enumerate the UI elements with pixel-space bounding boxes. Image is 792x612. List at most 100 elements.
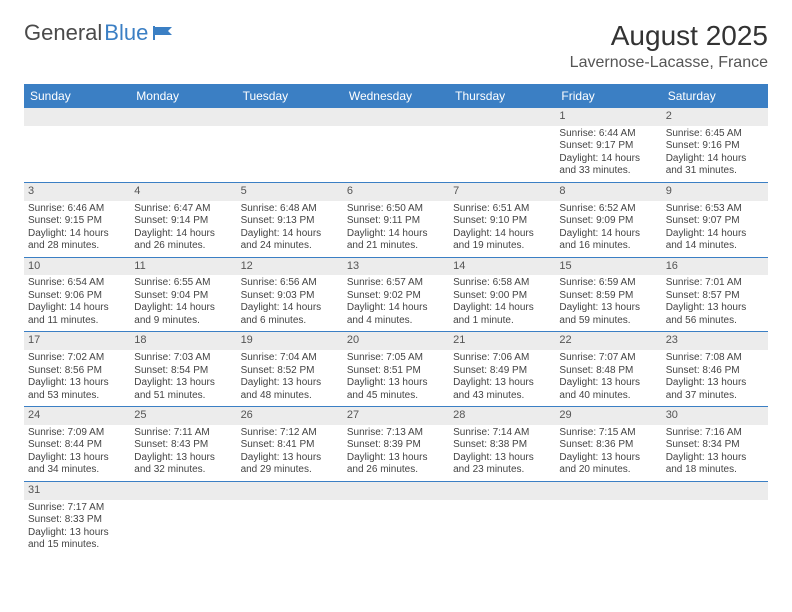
- day-number: 17: [24, 332, 130, 350]
- header: GeneralBlue August 2025 Lavernose-Lacass…: [24, 20, 768, 72]
- day-number: 21: [449, 332, 555, 350]
- calendar-day-empty: [449, 108, 555, 182]
- calendar-row: 1Sunrise: 6:44 AMSunset: 9:17 PMDaylight…: [24, 108, 768, 182]
- day-info: Sunrise: 7:06 AMSunset: 8:49 PMDaylight:…: [453, 352, 551, 402]
- calendar-day-empty: [555, 481, 661, 555]
- day-number: 23: [662, 332, 768, 350]
- calendar-day: 20 Sunrise: 7:05 AMSunset: 8:51 PMDayligh…: [343, 332, 449, 407]
- day-number: 1: [555, 108, 661, 126]
- calendar-day-empty: [24, 108, 130, 182]
- logo: GeneralBlue: [24, 20, 174, 46]
- day-number: 30: [662, 407, 768, 425]
- day-info: Sunrise: 6:50 AMSunset: 9:11 PMDaylight:…: [347, 203, 445, 253]
- day-info: Sunrise: 7:17 AMSunset: 8:33 PMDaylight:…: [28, 502, 126, 552]
- calendar-day: 8 Sunrise: 6:52 AMSunset: 9:09 PMDaylight…: [555, 182, 661, 257]
- logo-flag-icon: [152, 25, 174, 41]
- day-info: Sunrise: 6:56 AMSunset: 9:03 PMDaylight:…: [241, 277, 339, 327]
- day-number: 22: [555, 332, 661, 350]
- day-number: 24: [24, 407, 130, 425]
- col-header: Friday: [555, 84, 661, 108]
- day-number: 29: [555, 407, 661, 425]
- calendar-day: 27Sunrise: 7:13 AMSunset: 8:39 PMDayligh…: [343, 407, 449, 482]
- day-info: Sunrise: 6:54 AMSunset: 9:06 PMDaylight:…: [28, 277, 126, 327]
- day-info: Sunrise: 6:52 AMSunset: 9:09 PMDaylight:…: [559, 203, 657, 253]
- calendar-day: 31 Sunrise: 7:17 AMSunset: 8:33 PMDayligh…: [24, 481, 130, 555]
- calendar-day: 11Sunrise: 6:55 AMSunset: 9:04 PMDayligh…: [130, 257, 236, 332]
- day-number: 19: [237, 332, 343, 350]
- col-header: Sunday: [24, 84, 130, 108]
- calendar-day-empty: [237, 108, 343, 182]
- day-info: Sunrise: 7:09 AMSunset: 8:44 PMDaylight:…: [28, 427, 126, 477]
- title-block: August 2025 Lavernose-Lacasse, France: [570, 20, 768, 72]
- day-number: 15: [555, 258, 661, 276]
- day-info: Sunrise: 6:51 AMSunset: 9:10 PMDaylight:…: [453, 203, 551, 253]
- day-number: 8: [555, 183, 661, 201]
- col-header: Tuesday: [237, 84, 343, 108]
- calendar-day: 22 Sunrise: 7:07 AMSunset: 8:48 PMDayligh…: [555, 332, 661, 407]
- month-title: August 2025: [570, 20, 768, 52]
- col-header: Wednesday: [343, 84, 449, 108]
- calendar-day: 18Sunrise: 7:03 AMSunset: 8:54 PMDayligh…: [130, 332, 236, 407]
- day-number: 3: [24, 183, 130, 201]
- calendar-row: 24 Sunrise: 7:09 AMSunset: 8:44 PMDayligh…: [24, 407, 768, 482]
- day-number: 7: [449, 183, 555, 201]
- calendar-day: 17Sunrise: 7:02 AMSunset: 8:56 PMDayligh…: [24, 332, 130, 407]
- day-info: Sunrise: 7:08 AMSunset: 8:46 PMDaylight:…: [666, 352, 764, 402]
- calendar-day-empty: [662, 481, 768, 555]
- day-number: 28: [449, 407, 555, 425]
- col-header: Thursday: [449, 84, 555, 108]
- calendar-day: 5Sunrise: 6:48 AMSunset: 9:13 PMDaylight…: [237, 182, 343, 257]
- calendar-day: 1Sunrise: 6:44 AMSunset: 9:17 PMDaylight…: [555, 108, 661, 182]
- day-info: Sunrise: 7:15 AMSunset: 8:36 PMDaylight:…: [559, 427, 657, 477]
- calendar-row: 3 Sunrise: 6:46 AMSunset: 9:15 PMDaylight…: [24, 182, 768, 257]
- calendar-day: 4Sunrise: 6:47 AMSunset: 9:14 PMDaylight…: [130, 182, 236, 257]
- day-number: 6: [343, 183, 449, 201]
- calendar-day-empty: [449, 481, 555, 555]
- day-info: Sunrise: 7:07 AMSunset: 8:48 PMDaylight:…: [559, 352, 657, 402]
- calendar-day: 21 Sunrise: 7:06 AMSunset: 8:49 PMDayligh…: [449, 332, 555, 407]
- day-number: 31: [24, 482, 130, 500]
- calendar-day: 14Sunrise: 6:58 AMSunset: 9:00 PMDayligh…: [449, 257, 555, 332]
- calendar-table: SundayMondayTuesdayWednesdayThursdayFrid…: [24, 84, 768, 556]
- calendar-day: 10Sunrise: 6:54 AMSunset: 9:06 PMDayligh…: [24, 257, 130, 332]
- day-info: Sunrise: 6:59 AMSunset: 8:59 PMDaylight:…: [559, 277, 657, 327]
- day-info: Sunrise: 6:46 AMSunset: 9:15 PMDaylight:…: [28, 203, 126, 253]
- calendar-row: 17Sunrise: 7:02 AMSunset: 8:56 PMDayligh…: [24, 332, 768, 407]
- day-info: Sunrise: 7:01 AMSunset: 8:57 PMDaylight:…: [666, 277, 764, 327]
- calendar-row: 10Sunrise: 6:54 AMSunset: 9:06 PMDayligh…: [24, 257, 768, 332]
- day-number: 11: [130, 258, 236, 276]
- day-number: 26: [237, 407, 343, 425]
- calendar-body: 1Sunrise: 6:44 AMSunset: 9:17 PMDaylight…: [24, 108, 768, 556]
- day-info: Sunrise: 7:05 AMSunset: 8:51 PMDaylight:…: [347, 352, 445, 402]
- col-header: Saturday: [662, 84, 768, 108]
- day-number: 9: [662, 183, 768, 201]
- day-info: Sunrise: 6:57 AMSunset: 9:02 PMDaylight:…: [347, 277, 445, 327]
- day-number: 20: [343, 332, 449, 350]
- day-info: Sunrise: 7:04 AMSunset: 8:52 PMDaylight:…: [241, 352, 339, 402]
- day-info: Sunrise: 6:58 AMSunset: 9:00 PMDaylight:…: [453, 277, 551, 327]
- calendar-day: 25Sunrise: 7:11 AMSunset: 8:43 PMDayligh…: [130, 407, 236, 482]
- calendar-day: 30Sunrise: 7:16 AMSunset: 8:34 PMDayligh…: [662, 407, 768, 482]
- calendar-day: 6 Sunrise: 6:50 AMSunset: 9:11 PMDaylight…: [343, 182, 449, 257]
- day-number: 16: [662, 258, 768, 276]
- calendar-day: 2Sunrise: 6:45 AMSunset: 9:16 PMDaylight…: [662, 108, 768, 182]
- calendar-day: 29 Sunrise: 7:15 AMSunset: 8:36 PMDayligh…: [555, 407, 661, 482]
- calendar-day: 24 Sunrise: 7:09 AMSunset: 8:44 PMDayligh…: [24, 407, 130, 482]
- calendar-day-empty: [130, 108, 236, 182]
- day-number: 10: [24, 258, 130, 276]
- day-info: Sunrise: 6:53 AMSunset: 9:07 PMDaylight:…: [666, 203, 764, 253]
- day-info: Sunrise: 7:12 AMSunset: 8:41 PMDaylight:…: [241, 427, 339, 477]
- day-info: Sunrise: 7:14 AMSunset: 8:38 PMDaylight:…: [453, 427, 551, 477]
- calendar-day: 13Sunrise: 6:57 AMSunset: 9:02 PMDayligh…: [343, 257, 449, 332]
- calendar-day-empty: [237, 481, 343, 555]
- calendar-day-empty: [343, 481, 449, 555]
- day-info: Sunrise: 7:03 AMSunset: 8:54 PMDaylight:…: [134, 352, 232, 402]
- page: GeneralBlue August 2025 Lavernose-Lacass…: [0, 0, 792, 576]
- calendar-day: 3 Sunrise: 6:46 AMSunset: 9:15 PMDaylight…: [24, 182, 130, 257]
- calendar-day: 19 Sunrise: 7:04 AMSunset: 8:52 PMDayligh…: [237, 332, 343, 407]
- calendar-day: 7 Sunrise: 6:51 AMSunset: 9:10 PMDaylight…: [449, 182, 555, 257]
- day-number: 25: [130, 407, 236, 425]
- calendar-day-empty: [343, 108, 449, 182]
- calendar-day: 9 Sunrise: 6:53 AMSunset: 9:07 PMDaylight…: [662, 182, 768, 257]
- day-info: Sunrise: 6:48 AMSunset: 9:13 PMDaylight:…: [241, 203, 339, 253]
